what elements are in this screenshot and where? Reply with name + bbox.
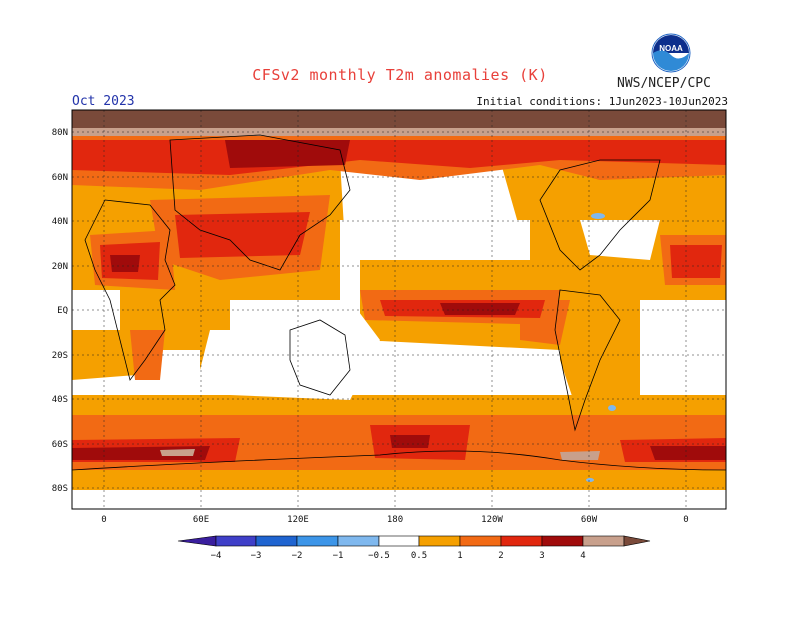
colorbar-label: 4 (580, 551, 585, 561)
lat-label: 80N (52, 128, 68, 138)
colorbar-label: 2 (498, 551, 503, 561)
agency-label: NWS/NCEP/CPC (617, 76, 711, 91)
lon-label: 180 (387, 515, 403, 525)
colorbar-segment (418, 535, 461, 547)
forecast-month: Oct 2023 (72, 94, 135, 109)
colorbar-arrow-high (623, 535, 651, 547)
colorbar-label: 1 (457, 551, 462, 561)
lat-label: 60N (52, 173, 68, 183)
anomaly-fill-4-5 (72, 126, 726, 460)
lon-label: 60E (193, 515, 209, 525)
coastlines (72, 134, 726, 509)
colorbar-segment (215, 535, 257, 547)
colorbar-segment (296, 535, 339, 547)
lat-label: EQ (57, 306, 68, 316)
colorbar-label: −0.5 (368, 551, 390, 561)
colorbar-label: 3 (539, 551, 544, 561)
lon-label: 120W (481, 515, 503, 525)
anomaly-fill-gt-5 (72, 110, 726, 128)
lon-label: 0 (683, 515, 688, 525)
colorbar-segment (459, 535, 502, 547)
graticule (72, 110, 726, 509)
lon-label: 120E (287, 515, 309, 525)
lon-labels: 0 60E 120E 180 120W 60W 0 (101, 515, 688, 525)
colorbar-label: −4 (211, 551, 222, 561)
colorbar-labels: −4 −3 −2 −1 −0.5 0.5 1 2 3 4 (211, 551, 586, 561)
noaa-logo: NOAA (651, 33, 691, 73)
colorbar-label: −2 (292, 551, 303, 561)
colorbar-segment (541, 535, 584, 547)
anomaly-fill-3-4 (72, 140, 726, 460)
lat-labels: 80N 60N 40N 20N EQ 20S 40S 60S 80S (52, 128, 68, 494)
lat-label: 40S (52, 395, 68, 405)
colorbar-label: −3 (251, 551, 262, 561)
map-frame (71, 109, 727, 510)
colorbar-segment (378, 535, 420, 547)
colorbar-label: −1 (333, 551, 344, 561)
lat-label: 60S (52, 440, 68, 450)
lon-label: 0 (101, 515, 106, 525)
colorbar-segment (582, 535, 625, 547)
lat-label: 80S (52, 484, 68, 494)
initial-conditions: Initial conditions: 1Jun2023-10Jun2023 (476, 95, 728, 108)
colorbar-arrow-low (177, 535, 217, 547)
svg-text:NOAA: NOAA (659, 44, 683, 53)
colorbar-segment (255, 535, 298, 547)
lat-label: 20N (52, 262, 68, 272)
lat-label: 20S (52, 351, 68, 361)
chart-title: CFSv2 monthly T2m anomalies (K) (252, 66, 548, 84)
colorbar (177, 535, 651, 547)
colorbar-segment (337, 535, 380, 547)
lon-label: 60W (581, 515, 598, 525)
colorbar-segment (500, 535, 543, 547)
colorbar-label: 0.5 (411, 551, 427, 561)
anomaly-fill-neg (586, 213, 616, 482)
lat-label: 40N (52, 217, 68, 227)
